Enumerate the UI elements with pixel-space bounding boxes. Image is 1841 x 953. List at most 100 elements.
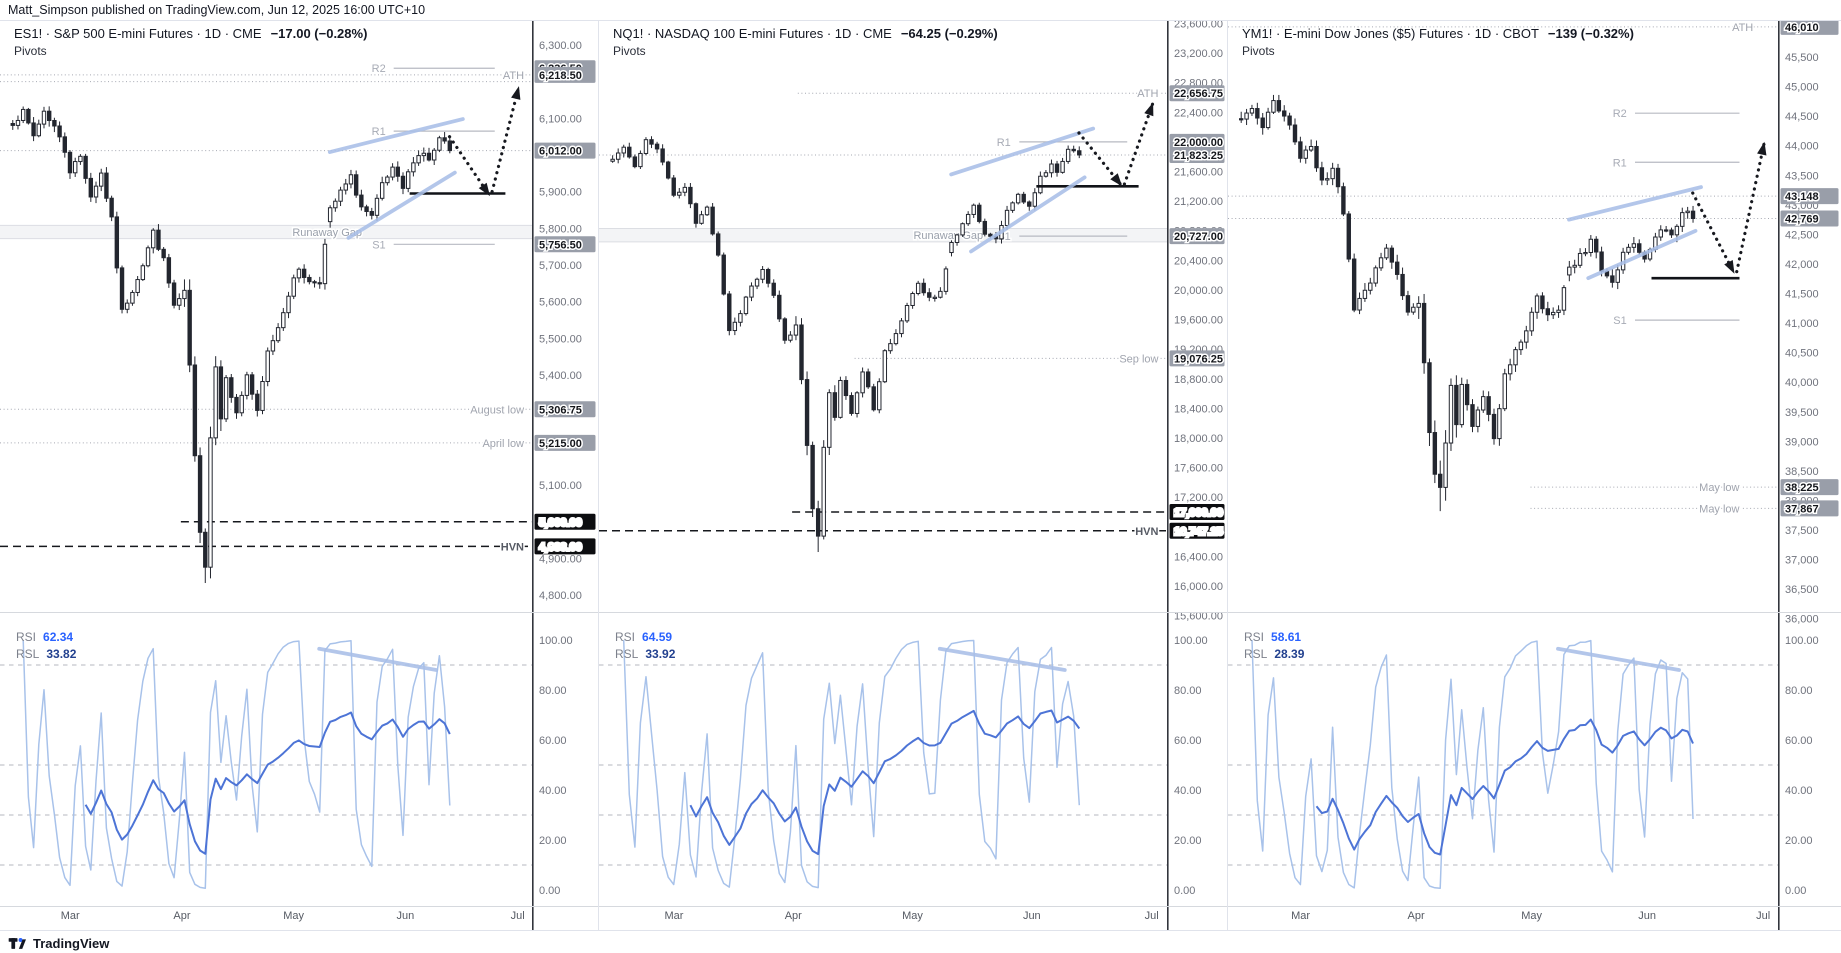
svg-text:Mar: Mar bbox=[664, 910, 683, 922]
svg-text:August low: August low bbox=[470, 404, 524, 416]
svg-text:41,500: 41,500 bbox=[1785, 289, 1819, 301]
svg-text:Mar: Mar bbox=[61, 910, 80, 922]
svg-text:20.00: 20.00 bbox=[1174, 835, 1202, 847]
tradingview-brand-link[interactable]: TradingView bbox=[33, 935, 110, 951]
svg-text:17,000.00: 17,000.00 bbox=[1174, 507, 1223, 519]
svg-text:16,400.00: 16,400.00 bbox=[1174, 551, 1223, 563]
svg-text:20.00: 20.00 bbox=[539, 835, 567, 847]
svg-text:R1: R1 bbox=[1613, 157, 1627, 169]
timeaxis-separator bbox=[0, 906, 1841, 907]
svg-text:6,100.00: 6,100.00 bbox=[539, 113, 582, 125]
svg-text:40,500: 40,500 bbox=[1785, 348, 1819, 360]
svg-text:Mar: Mar bbox=[1291, 910, 1310, 922]
svg-text:42,000: 42,000 bbox=[1785, 259, 1819, 271]
chart-widget: R2 R1 S1 HVN ATH August low April low Runaway G… bbox=[0, 20, 1841, 931]
svg-text:6,012.00: 6,012.00 bbox=[539, 146, 582, 158]
svg-text:19,076.25: 19,076.25 bbox=[1174, 353, 1223, 365]
svg-text:5,100.00: 5,100.00 bbox=[539, 480, 582, 492]
svg-text:22,000.00: 22,000.00 bbox=[1174, 137, 1223, 149]
pane-separator bbox=[0, 612, 1841, 613]
svg-text:May: May bbox=[283, 910, 304, 922]
svg-text:80.00: 80.00 bbox=[539, 685, 567, 697]
svg-text:20,400.00: 20,400.00 bbox=[1174, 255, 1223, 267]
svg-text:23,600.00: 23,600.00 bbox=[1174, 20, 1223, 30]
svg-text:May low: May low bbox=[1699, 482, 1739, 494]
svg-text:22,656.75: 22,656.75 bbox=[1174, 88, 1223, 100]
svg-text:20,727.00: 20,727.00 bbox=[1174, 231, 1223, 243]
svg-text:40,000: 40,000 bbox=[1785, 377, 1819, 389]
svg-text:5,400.00: 5,400.00 bbox=[539, 370, 582, 382]
svg-text:17,200.00: 17,200.00 bbox=[1174, 492, 1223, 504]
svg-text:ATH: ATH bbox=[1137, 88, 1158, 100]
svg-text:80.00: 80.00 bbox=[1785, 685, 1813, 697]
svg-text:ATH: ATH bbox=[1732, 22, 1753, 34]
svg-text:20,000.00: 20,000.00 bbox=[1174, 285, 1223, 297]
svg-text:18,000.00: 18,000.00 bbox=[1174, 433, 1223, 445]
svg-text:5,500.00: 5,500.00 bbox=[539, 333, 582, 345]
svg-text:43,500: 43,500 bbox=[1785, 170, 1819, 182]
svg-text:Jun: Jun bbox=[1638, 910, 1656, 922]
svg-text:21,600.00: 21,600.00 bbox=[1174, 166, 1223, 178]
svg-text:6,300.00: 6,300.00 bbox=[539, 40, 582, 52]
svg-text:46,010: 46,010 bbox=[1785, 22, 1819, 34]
svg-text:Runaway Gap: Runaway Gap bbox=[292, 227, 362, 239]
svg-text:May: May bbox=[1521, 910, 1542, 922]
svg-text:Jun: Jun bbox=[397, 910, 415, 922]
svg-text:60.00: 60.00 bbox=[1785, 735, 1813, 747]
chart-panel-nq: R1 S1 HVN ATH Sep low Runaway Gap 23,600.00 23,… bbox=[599, 20, 1227, 931]
svg-text:Apr: Apr bbox=[785, 910, 802, 922]
svg-text:6,218.50: 6,218.50 bbox=[539, 70, 582, 82]
svg-text:Jul: Jul bbox=[1756, 910, 1770, 922]
svg-text:May low: May low bbox=[1699, 503, 1739, 515]
svg-text:Runaway Gap: Runaway Gap bbox=[913, 230, 983, 242]
svg-text:0.00: 0.00 bbox=[539, 885, 560, 897]
svg-text:40.00: 40.00 bbox=[1785, 785, 1813, 797]
svg-text:42,500: 42,500 bbox=[1785, 229, 1819, 241]
svg-text:18,800.00: 18,800.00 bbox=[1174, 374, 1223, 386]
svg-text:19,600.00: 19,600.00 bbox=[1174, 315, 1223, 327]
svg-text:16,747.25: 16,747.25 bbox=[1174, 526, 1223, 538]
svg-text:Apr: Apr bbox=[173, 910, 190, 922]
svg-text:36,000: 36,000 bbox=[1785, 614, 1819, 626]
svg-text:5,756.50: 5,756.50 bbox=[539, 239, 582, 251]
svg-text:5,900.00: 5,900.00 bbox=[539, 187, 582, 199]
svg-text:0.00: 0.00 bbox=[1174, 885, 1195, 897]
svg-text:20.00: 20.00 bbox=[1785, 835, 1813, 847]
tradingview-logo[interactable] bbox=[8, 934, 27, 953]
svg-text:ATH: ATH bbox=[503, 70, 524, 82]
svg-text:HVN: HVN bbox=[1135, 526, 1158, 538]
svg-text:45,500: 45,500 bbox=[1785, 52, 1819, 64]
svg-text:4,933.00: 4,933.00 bbox=[539, 541, 582, 553]
svg-text:44,000: 44,000 bbox=[1785, 141, 1819, 153]
svg-text:36,500: 36,500 bbox=[1785, 584, 1819, 596]
widget-bottom-border bbox=[0, 930, 1841, 931]
svg-text:37,500: 37,500 bbox=[1785, 525, 1819, 537]
svg-text:21,823.25: 21,823.25 bbox=[1174, 150, 1223, 162]
svg-text:5,000.00: 5,000.00 bbox=[539, 517, 582, 529]
svg-text:22,400.00: 22,400.00 bbox=[1174, 107, 1223, 119]
svg-text:21,200.00: 21,200.00 bbox=[1174, 196, 1223, 208]
svg-text:0.00: 0.00 bbox=[1785, 885, 1806, 897]
svg-text:18,400.00: 18,400.00 bbox=[1174, 403, 1223, 415]
svg-text:38,225: 38,225 bbox=[1785, 482, 1819, 494]
svg-text:5,600.00: 5,600.00 bbox=[539, 297, 582, 309]
footer: TradingView bbox=[8, 933, 109, 953]
svg-text:April low: April low bbox=[482, 438, 524, 450]
svg-text:4,800.00: 4,800.00 bbox=[539, 590, 582, 602]
svg-text:S1: S1 bbox=[1613, 315, 1626, 327]
svg-text:40.00: 40.00 bbox=[539, 785, 567, 797]
svg-text:44,500: 44,500 bbox=[1785, 111, 1819, 123]
svg-text:Jul: Jul bbox=[1145, 910, 1159, 922]
svg-text:42,769: 42,769 bbox=[1785, 213, 1819, 225]
svg-text:5,800.00: 5,800.00 bbox=[539, 223, 582, 235]
chart-panel-es: R2 R1 S1 HVN ATH August low April low Runaway G… bbox=[0, 20, 598, 931]
svg-text:37,867: 37,867 bbox=[1785, 503, 1819, 515]
svg-text:16,000.00: 16,000.00 bbox=[1174, 581, 1223, 593]
svg-text:80.00: 80.00 bbox=[1174, 685, 1202, 697]
svg-text:100.00: 100.00 bbox=[1174, 635, 1208, 647]
svg-text:Apr: Apr bbox=[1408, 910, 1425, 922]
svg-text:40.00: 40.00 bbox=[1174, 785, 1202, 797]
attribution-link[interactable]: Matt_Simpson published on TradingView.co… bbox=[8, 3, 426, 17]
svg-text:38,500: 38,500 bbox=[1785, 466, 1819, 478]
